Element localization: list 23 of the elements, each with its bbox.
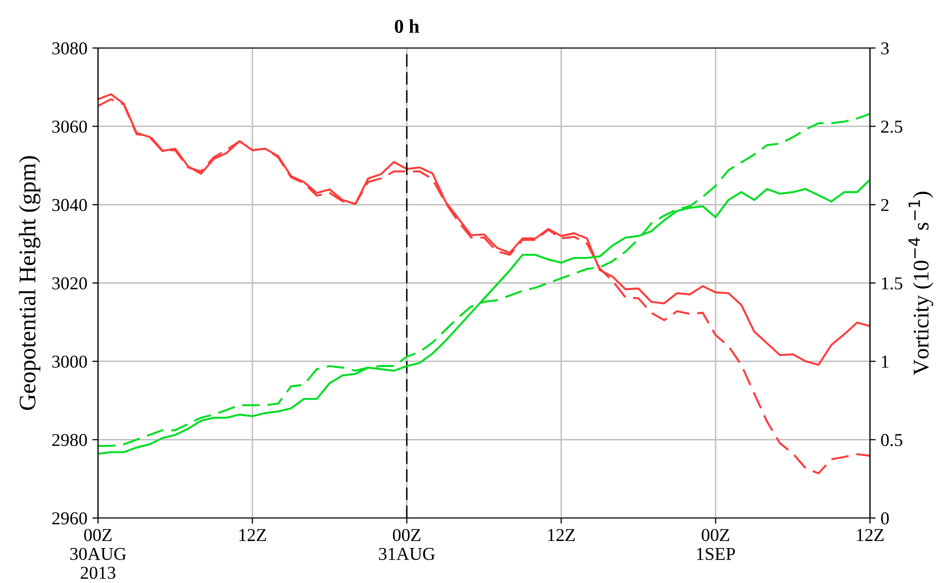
y-tick-label: 2960 [52,512,87,524]
y2-tick-label: 1 [882,356,888,368]
y-tick-label: 3040 [52,198,87,212]
y2-tick-label: 2.5 [881,120,902,133]
x-tick-label: 00Z 30AUG 2013 [70,528,126,579]
y2-tick-label: 3 [881,42,889,54]
y2-tick-label: 2 [881,198,888,211]
y-tick-label: 3020 [52,277,87,290]
x-tick-label: 00Z 31AUG [379,528,435,560]
y2-tick-label: 0.5 [881,434,902,446]
y-tick-label: 3080 [52,42,87,54]
ref-line-label: 0 h [394,19,420,33]
y-axis-title: Geopotential Height (gpm) [18,156,40,410]
y-tick-label: 3000 [52,356,87,368]
x-tick-label: 12Z [548,528,575,541]
y2-tick-label: 1.5 [882,277,902,290]
y2-axis-title: Vorticity (10$^{−4}$ s$^{−1}$) [908,192,934,376]
y-tick-label: 3060 [52,120,87,133]
x-tick-label: 00Z 1SEP [697,528,735,560]
x-tick-label: 12Z [857,528,884,541]
x-tick-label: 12Z [239,528,266,541]
y-tick-label: 2980 [52,434,87,446]
y2-tick-label: 0 [881,512,889,524]
